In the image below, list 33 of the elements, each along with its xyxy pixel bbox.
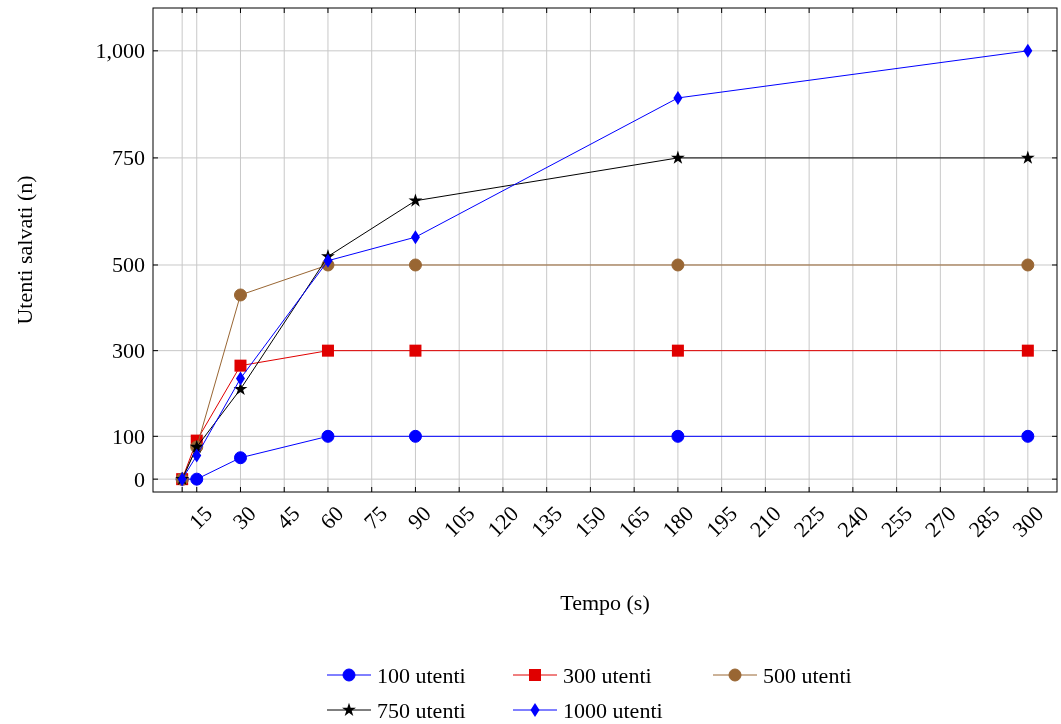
y-tick-label: 100 [112, 423, 145, 449]
x-tick-label: 240 [832, 500, 874, 542]
legend-label: 100 utenti [377, 662, 466, 688]
x-tick-label: 150 [569, 500, 611, 542]
y-tick-label: 500 [112, 252, 145, 278]
legend-label: 1000 utenti [563, 697, 663, 723]
x-tick-label: 180 [657, 500, 699, 542]
legend-label: 500 utenti [763, 662, 852, 688]
legend-label: 300 utenti [563, 662, 652, 688]
x-tick-label: 90 [402, 500, 436, 534]
x-tick-label: 105 [438, 500, 480, 542]
x-tick-label: 300 [1007, 500, 1049, 542]
x-tick-label: 165 [613, 500, 655, 542]
x-tick-label: 75 [358, 500, 393, 534]
x-tick-label: 60 [315, 500, 349, 534]
x-tick-label: 120 [482, 500, 524, 542]
x-tick-label: 225 [788, 500, 830, 542]
x-tick-label: 135 [526, 500, 568, 542]
x-tick-label: 45 [271, 500, 305, 534]
x-tick-label: 270 [919, 500, 961, 542]
x-tick-label: 30 [227, 500, 261, 534]
x-tick-label: 15 [183, 500, 218, 534]
x-tick-label: 210 [744, 500, 786, 542]
y-tick-label: 0 [134, 466, 145, 492]
x-tick-label: 285 [963, 500, 1005, 542]
legend-label: 750 utenti [377, 697, 466, 723]
y-axis-title: Utenti salvati (n) [12, 175, 37, 325]
y-tick-label: 750 [112, 145, 145, 171]
x-axis-title: Tempo (s) [560, 590, 650, 615]
y-tick-label: 1,000 [95, 38, 145, 64]
x-tick-label: 255 [876, 500, 918, 542]
y-tick-label: 300 [112, 338, 145, 364]
x-tick-label: 195 [701, 500, 743, 542]
